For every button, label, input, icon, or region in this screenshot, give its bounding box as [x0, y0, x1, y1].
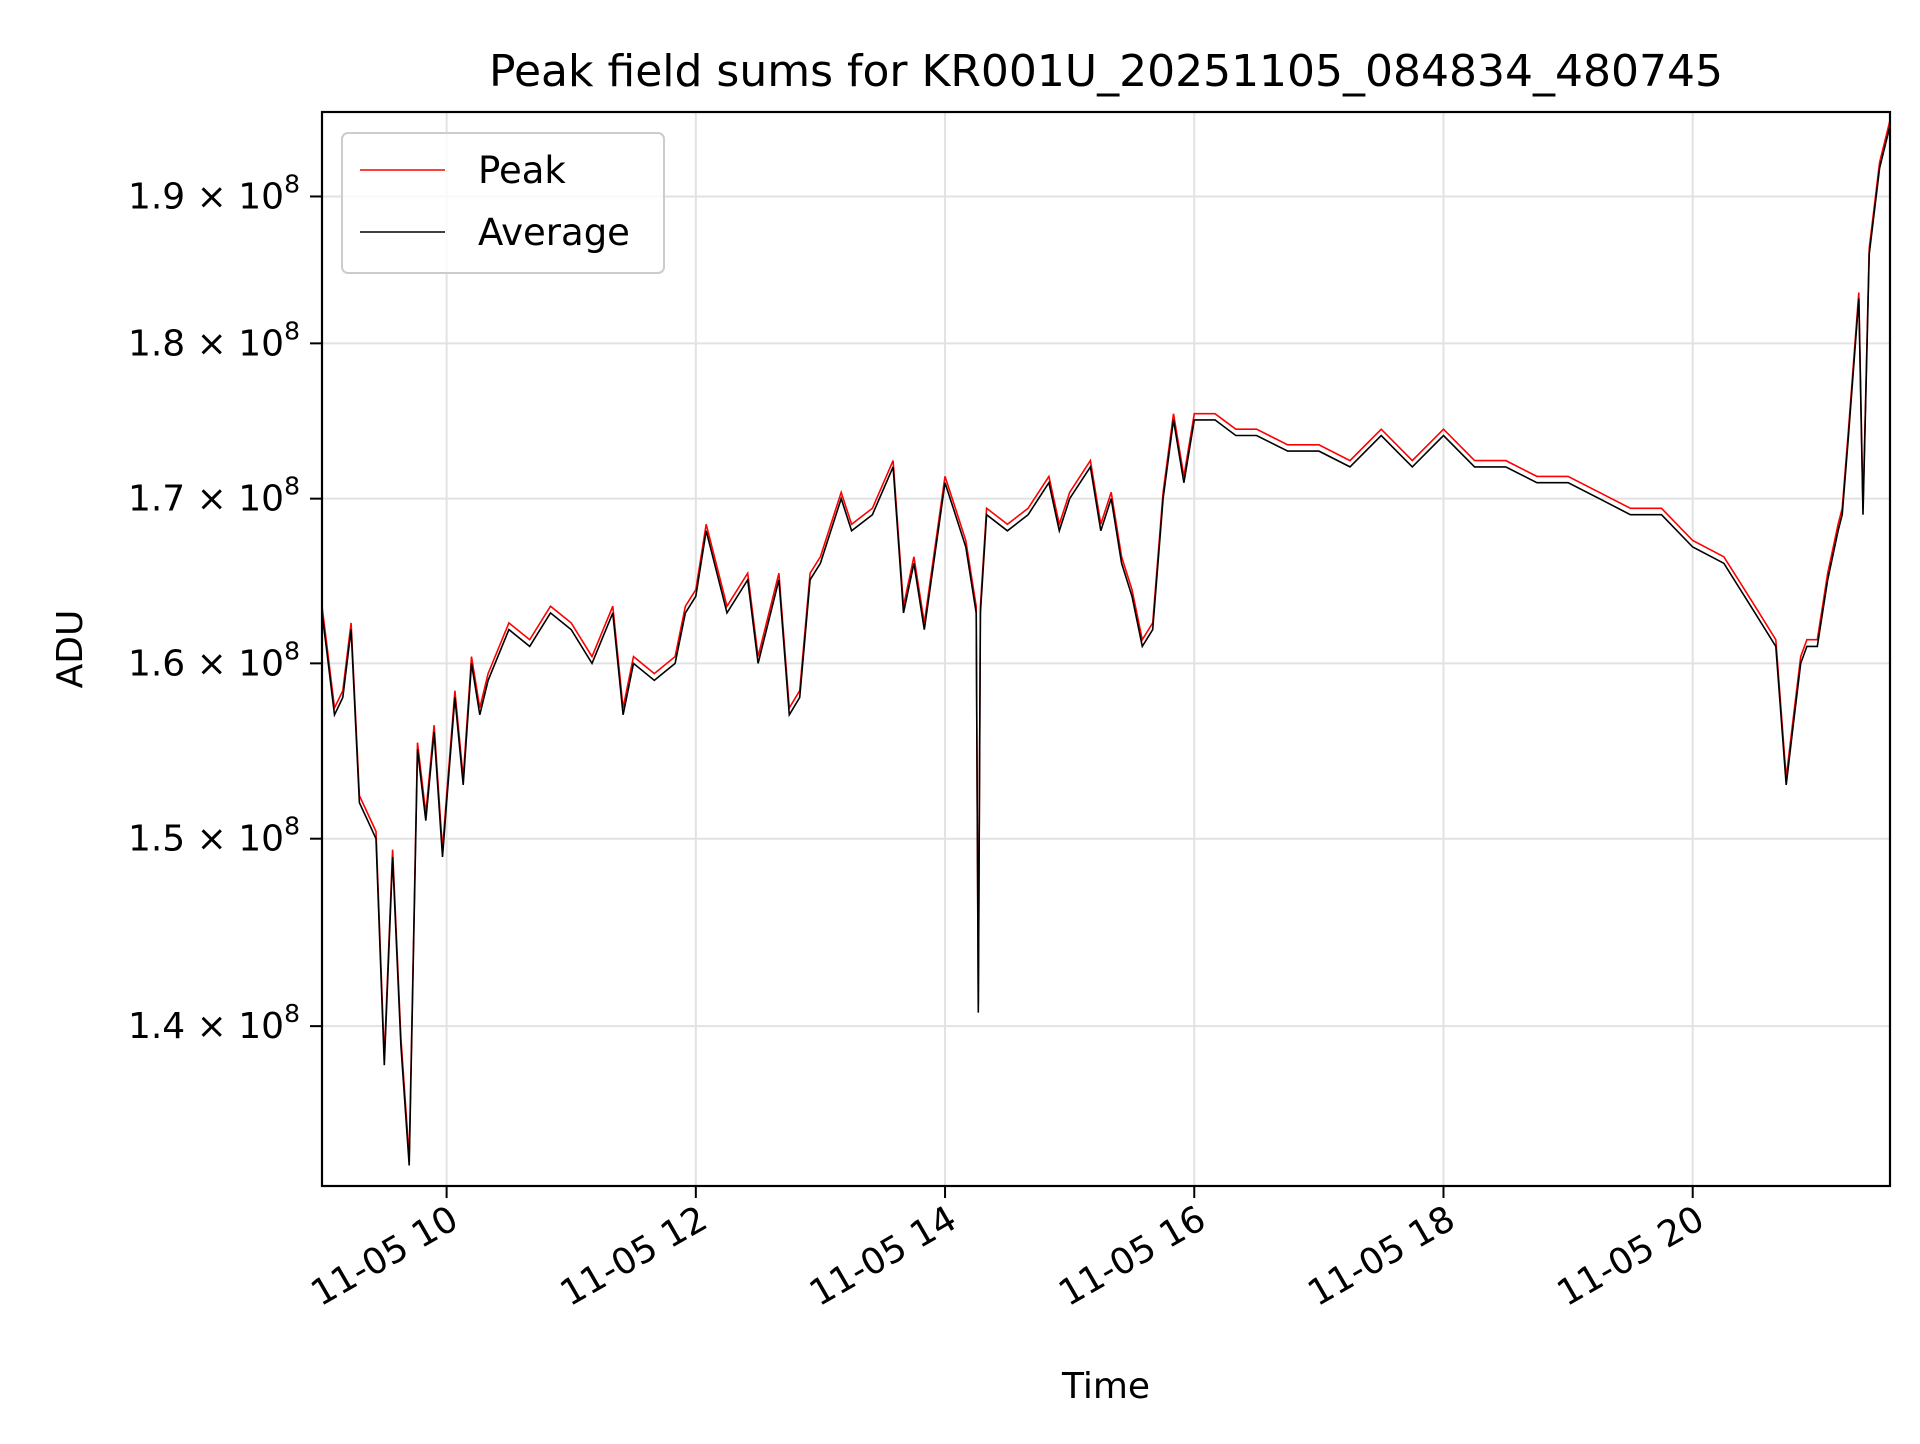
plot-frame	[320, 110, 1892, 1188]
y-tick-base: 10	[238, 819, 284, 860]
y-tick-times: ×	[185, 479, 238, 520]
y-tick-times: ×	[185, 819, 238, 860]
legend-box	[341, 132, 665, 274]
y-tick-mantissa: 1.6	[128, 643, 185, 684]
y-tick-label: 1.4 × 108	[128, 999, 300, 1047]
y-tick-times: ×	[185, 176, 238, 217]
y-tick-exponent: 8	[284, 472, 300, 501]
y-tick-exponent: 8	[284, 999, 300, 1028]
y-tick-label: 1.5 × 108	[128, 812, 300, 860]
y-tick-label: 1.8 × 108	[128, 316, 300, 364]
series-layer	[322, 120, 1890, 1166]
y-tick-label: 1.6 × 108	[128, 636, 300, 684]
y-tick-base: 10	[238, 479, 284, 520]
y-tick-label: 1.9 × 108	[128, 169, 300, 217]
y-tick-exponent: 8	[284, 636, 300, 665]
y-tick-times: ×	[185, 1006, 238, 1047]
y-tick-mantissa: 1.8	[128, 323, 185, 364]
y-tick-times: ×	[185, 643, 238, 684]
legend-label-average: Average	[478, 211, 630, 254]
y-tick-base: 10	[238, 643, 284, 684]
y-tick-mantissa: 1.4	[128, 1006, 185, 1047]
y-tick-exponent: 8	[284, 316, 300, 345]
legend: Peak Average	[341, 132, 665, 274]
y-axis-label: ADU	[50, 610, 91, 689]
y-tick-label: 1.7 × 108	[128, 472, 300, 520]
y-tick-mantissa: 1.5	[128, 819, 185, 860]
x-axis-label: Time	[1061, 1366, 1150, 1407]
legend-label-peak: Peak	[478, 149, 566, 192]
y-tick-mantissa: 1.7	[128, 479, 185, 520]
y-tick-base: 10	[238, 1006, 284, 1047]
y-tick-times: ×	[185, 323, 238, 364]
y-tick-exponent: 8	[284, 169, 300, 198]
y-tick-base: 10	[238, 176, 284, 217]
y-tick-mantissa: 1.9	[128, 176, 185, 217]
y-tick-base: 10	[238, 323, 284, 364]
y-tick-exponent: 8	[284, 812, 300, 841]
series-line-average	[322, 125, 1890, 1166]
chart-title: Peak field sums for KR001U_20251105_0848…	[489, 46, 1723, 97]
